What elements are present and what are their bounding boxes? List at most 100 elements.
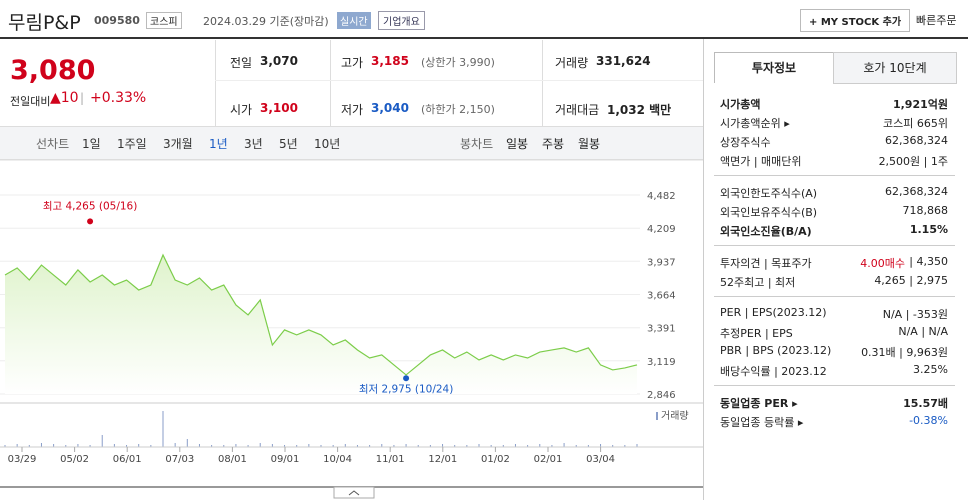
divider (714, 296, 955, 297)
volume-bar (40, 443, 42, 447)
volume-bar (332, 445, 334, 447)
period-tab[interactable]: 3년 (244, 137, 263, 151)
realtime-badge[interactable]: 실시간 (337, 12, 371, 29)
stat-label: 거래량 (555, 56, 589, 70)
volume-bar (308, 444, 310, 447)
chevron (348, 490, 360, 496)
x-tick-label: 02/01 (534, 454, 563, 465)
volume-bar (514, 444, 516, 447)
volume-bar (442, 444, 444, 447)
volume-bar (174, 443, 176, 447)
volume-bar (223, 445, 225, 447)
info-value: 4.00매수 (860, 257, 905, 270)
stat-label: 시가 (230, 103, 253, 117)
y-tick-label: 3,119 (647, 357, 676, 368)
divider (330, 40, 331, 126)
info-label: PER | EPS(2023.12) (720, 306, 827, 319)
info-value: 62,368,324 (885, 185, 948, 198)
x-tick-label: 11/01 (376, 454, 405, 465)
volume-bar (490, 445, 492, 447)
info-label: 외국인보유주식수(B) (720, 206, 818, 219)
volume-bar (344, 444, 346, 447)
period-tab[interactable]: 1주일 (117, 137, 147, 151)
divider (0, 37, 968, 39)
candle-tab[interactable]: 월봉 (578, 137, 601, 151)
period-tab[interactable]: 1일 (82, 137, 101, 151)
info-value: 62,368,324 (885, 134, 948, 147)
volume-bar (454, 445, 456, 447)
volume-bar (138, 444, 140, 447)
info-value: 0.31배 | 9,963원 (861, 346, 948, 359)
info-label: 시가총액순위 ▸ (720, 117, 790, 130)
x-tick-label: 07/03 (165, 454, 194, 465)
divider (703, 39, 704, 500)
volume-bar (162, 411, 164, 447)
stat-value: 1,032 백만 (607, 103, 672, 117)
sep: | (80, 91, 85, 105)
volume-bar (563, 443, 565, 447)
tab-bar (0, 126, 703, 160)
info-label: 투자의견 | 목표주가 (720, 257, 812, 270)
y-tick-label: 3,391 (647, 324, 676, 335)
volume-bar (624, 445, 626, 447)
volume-bar (296, 445, 298, 447)
stock-name: 무림P&P (8, 12, 81, 34)
change: ▲10 (50, 90, 79, 106)
y-tick-label: 3,937 (647, 257, 676, 268)
volume-bar (587, 445, 589, 447)
candle-tab[interactable]: 일봉 (506, 137, 529, 151)
stat-value: 3,070 (260, 54, 298, 68)
volume-bar (502, 445, 504, 447)
divider (215, 40, 216, 126)
stat-value: 331,624 (596, 54, 651, 68)
y-tick-label: 4,482 (647, 191, 676, 202)
stat-label: 전일 (230, 56, 253, 70)
volume-bar (186, 439, 188, 447)
volume-bar (551, 445, 553, 447)
high-label: 최고 4,265 (05/16) (43, 200, 138, 212)
current-price: 3,080 (10, 55, 96, 86)
info-value: 3.25% (913, 363, 948, 376)
x-tick-label: 09/01 (271, 454, 300, 465)
info-label: 동일업종 PER ▸ (720, 397, 798, 410)
info-value: | 4,350 (909, 255, 948, 268)
market-badge: 코스피 (146, 12, 182, 29)
x-tick-label: 08/01 (218, 454, 247, 465)
stat-value: 3,040 (371, 101, 409, 115)
info-label: 배당수익률 | 2023.12 (720, 365, 827, 378)
volume-bar (429, 445, 431, 447)
volume-bar (271, 444, 273, 447)
stat-label: 거래대금 (555, 103, 600, 117)
volume-bar (259, 443, 261, 447)
legend-swatch (656, 412, 658, 420)
side-tab[interactable]: 호가 10단계 (833, 52, 957, 84)
info-label: 외국인한도주식수(A) (720, 187, 818, 200)
volume-bar (405, 444, 407, 447)
mystock-button[interactable]: + MY STOCK 추가 (800, 9, 911, 32)
change-label: 전일대비 (10, 95, 51, 108)
period-tab[interactable]: 1년 (209, 137, 228, 151)
side-tab[interactable]: 투자정보 (714, 52, 834, 83)
volume-bar (466, 445, 468, 447)
volume-bar (320, 445, 322, 447)
info-label: PBR | BPS (2023.12) (720, 344, 832, 357)
overview-button[interactable]: 기업개요 (378, 11, 425, 30)
volume-bar (77, 444, 79, 447)
period-tab[interactable]: 10년 (314, 137, 341, 151)
period-tab[interactable]: 5년 (279, 137, 298, 151)
divider (542, 40, 543, 126)
change-rate: +0.33% (90, 90, 147, 106)
stat-label: 저가 (341, 103, 364, 117)
collapse-button[interactable] (333, 486, 375, 499)
period-tab[interactable]: 3개월 (163, 137, 193, 151)
info-label: 액면가 | 매매단위 (720, 155, 802, 168)
volume-bar (539, 444, 541, 447)
area (5, 254, 637, 394)
quick-order[interactable]: 빠른주문 (916, 14, 957, 27)
info-value: -0.38% (909, 414, 948, 427)
info-label: 상장주식수 (720, 136, 771, 149)
stat-extra: (상한가 3,990) (421, 56, 495, 69)
info-value: 15.57배 (903, 397, 948, 410)
volume-bar (600, 444, 602, 447)
candle-tab[interactable]: 주봉 (542, 137, 565, 151)
